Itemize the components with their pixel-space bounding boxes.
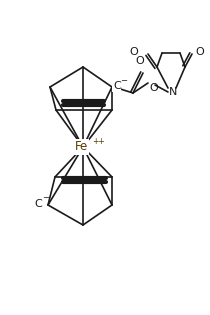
Text: Fe: Fe [74,140,88,153]
Text: C: C [34,199,42,209]
Text: −: − [120,77,127,85]
Text: O: O [195,47,204,57]
Text: O: O [149,83,158,93]
Text: N: N [169,87,177,97]
Text: O: O [129,47,138,57]
Text: O: O [136,56,144,66]
Text: C: C [113,81,121,91]
Text: −: − [42,193,49,203]
Text: ++: ++ [92,138,105,146]
